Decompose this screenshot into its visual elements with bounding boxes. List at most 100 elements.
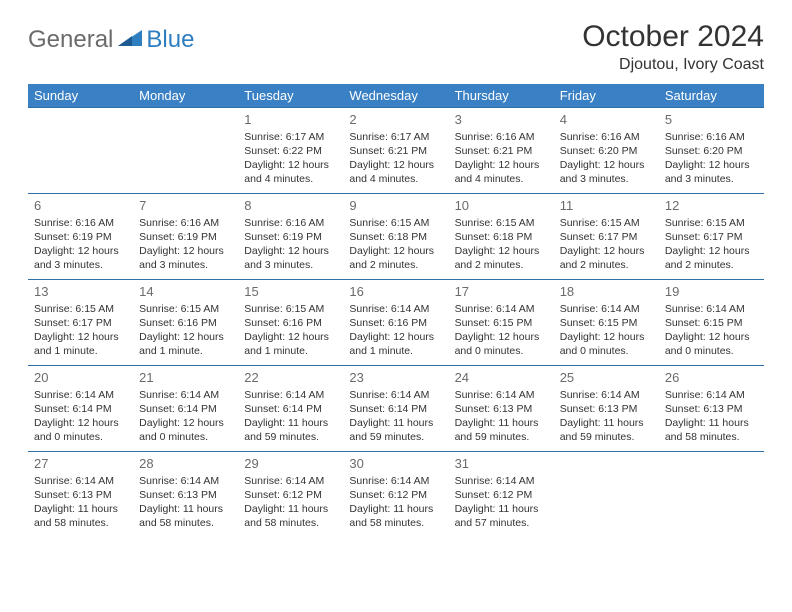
daylight-line: Daylight: 12 hours and 0 minutes. [139,416,232,444]
sunrise-line: Sunrise: 6:14 AM [455,388,548,402]
calendar-day-cell: 8Sunrise: 6:16 AMSunset: 6:19 PMDaylight… [238,194,343,280]
calendar-day-cell: 21Sunrise: 6:14 AMSunset: 6:14 PMDayligh… [133,366,238,452]
sunrise-line: Sunrise: 6:16 AM [455,130,548,144]
daylight-line: Daylight: 11 hours and 57 minutes. [455,502,548,530]
calendar-day-cell: 6Sunrise: 6:16 AMSunset: 6:19 PMDaylight… [28,194,133,280]
daylight-line: Daylight: 11 hours and 58 minutes. [665,416,758,444]
day-number: 10 [455,197,548,215]
title-block: October 2024 Djoutou, Ivory Coast [582,20,764,74]
sunset-line: Sunset: 6:18 PM [349,230,442,244]
weekday-header: Monday [133,84,238,108]
logo-text-blue: Blue [146,26,194,54]
daylight-line: Daylight: 11 hours and 58 minutes. [34,502,127,530]
daylight-line: Daylight: 12 hours and 2 minutes. [560,244,653,272]
sunrise-line: Sunrise: 6:14 AM [34,388,127,402]
sunrise-line: Sunrise: 6:14 AM [349,388,442,402]
sunrise-line: Sunrise: 6:14 AM [560,302,653,316]
day-number: 15 [244,283,337,301]
sunset-line: Sunset: 6:17 PM [34,316,127,330]
sunrise-line: Sunrise: 6:14 AM [560,388,653,402]
day-number: 20 [34,369,127,387]
sunset-line: Sunset: 6:18 PM [455,230,548,244]
daylight-line: Daylight: 11 hours and 59 minutes. [455,416,548,444]
sunset-line: Sunset: 6:16 PM [139,316,232,330]
sunrise-line: Sunrise: 6:14 AM [349,302,442,316]
calendar-day-cell: 13Sunrise: 6:15 AMSunset: 6:17 PMDayligh… [28,280,133,366]
daylight-line: Daylight: 11 hours and 59 minutes. [560,416,653,444]
calendar-empty-cell [659,452,764,538]
sunrise-line: Sunrise: 6:15 AM [139,302,232,316]
daylight-line: Daylight: 12 hours and 1 minute. [244,330,337,358]
day-number: 9 [349,197,442,215]
day-number: 25 [560,369,653,387]
daylight-line: Daylight: 12 hours and 4 minutes. [244,158,337,186]
day-number: 30 [349,455,442,473]
calendar-table: SundayMondayTuesdayWednesdayThursdayFrid… [28,84,764,538]
daylight-line: Daylight: 12 hours and 4 minutes. [455,158,548,186]
sunrise-line: Sunrise: 6:17 AM [244,130,337,144]
calendar-week-row: 13Sunrise: 6:15 AMSunset: 6:17 PMDayligh… [28,280,764,366]
sunrise-line: Sunrise: 6:14 AM [665,302,758,316]
sunset-line: Sunset: 6:19 PM [34,230,127,244]
sunrise-line: Sunrise: 6:14 AM [665,388,758,402]
sunrise-line: Sunrise: 6:15 AM [34,302,127,316]
sunrise-line: Sunrise: 6:16 AM [34,216,127,230]
day-number: 23 [349,369,442,387]
sunset-line: Sunset: 6:13 PM [560,402,653,416]
calendar-day-cell: 10Sunrise: 6:15 AMSunset: 6:18 PMDayligh… [449,194,554,280]
calendar-day-cell: 20Sunrise: 6:14 AMSunset: 6:14 PMDayligh… [28,366,133,452]
calendar-day-cell: 7Sunrise: 6:16 AMSunset: 6:19 PMDaylight… [133,194,238,280]
day-number: 12 [665,197,758,215]
calendar-day-cell: 14Sunrise: 6:15 AMSunset: 6:16 PMDayligh… [133,280,238,366]
weekday-header-row: SundayMondayTuesdayWednesdayThursdayFrid… [28,84,764,108]
sunrise-line: Sunrise: 6:16 AM [244,216,337,230]
day-number: 26 [665,369,758,387]
calendar-day-cell: 19Sunrise: 6:14 AMSunset: 6:15 PMDayligh… [659,280,764,366]
calendar-day-cell: 2Sunrise: 6:17 AMSunset: 6:21 PMDaylight… [343,108,448,194]
day-number: 4 [560,111,653,129]
weekday-header: Saturday [659,84,764,108]
calendar-day-cell: 28Sunrise: 6:14 AMSunset: 6:13 PMDayligh… [133,452,238,538]
daylight-line: Daylight: 12 hours and 2 minutes. [665,244,758,272]
sunset-line: Sunset: 6:14 PM [349,402,442,416]
weekday-header: Thursday [449,84,554,108]
daylight-line: Daylight: 12 hours and 2 minutes. [349,244,442,272]
weekday-header: Sunday [28,84,133,108]
sunset-line: Sunset: 6:12 PM [349,488,442,502]
sunset-line: Sunset: 6:12 PM [455,488,548,502]
sunrise-line: Sunrise: 6:14 AM [139,474,232,488]
sunrise-line: Sunrise: 6:15 AM [665,216,758,230]
location: Djoutou, Ivory Coast [582,56,764,74]
calendar-day-cell: 26Sunrise: 6:14 AMSunset: 6:13 PMDayligh… [659,366,764,452]
sunrise-line: Sunrise: 6:16 AM [560,130,653,144]
day-number: 1 [244,111,337,129]
weekday-header: Tuesday [238,84,343,108]
month-title: October 2024 [582,20,764,54]
sunset-line: Sunset: 6:13 PM [455,402,548,416]
sunset-line: Sunset: 6:13 PM [665,402,758,416]
weekday-header: Friday [554,84,659,108]
day-number: 5 [665,111,758,129]
day-number: 17 [455,283,548,301]
sunset-line: Sunset: 6:16 PM [244,316,337,330]
sunrise-line: Sunrise: 6:14 AM [34,474,127,488]
calendar-day-cell: 12Sunrise: 6:15 AMSunset: 6:17 PMDayligh… [659,194,764,280]
calendar-empty-cell [28,108,133,194]
sunrise-line: Sunrise: 6:14 AM [349,474,442,488]
calendar-week-row: 27Sunrise: 6:14 AMSunset: 6:13 PMDayligh… [28,452,764,538]
calendar-empty-cell [133,108,238,194]
daylight-line: Daylight: 12 hours and 0 minutes. [455,330,548,358]
calendar-day-cell: 25Sunrise: 6:14 AMSunset: 6:13 PMDayligh… [554,366,659,452]
day-number: 29 [244,455,337,473]
day-number: 3 [455,111,548,129]
sunset-line: Sunset: 6:14 PM [244,402,337,416]
calendar-day-cell: 4Sunrise: 6:16 AMSunset: 6:20 PMDaylight… [554,108,659,194]
logo-text-general: General [28,26,113,54]
calendar-day-cell: 29Sunrise: 6:14 AMSunset: 6:12 PMDayligh… [238,452,343,538]
calendar-day-cell: 11Sunrise: 6:15 AMSunset: 6:17 PMDayligh… [554,194,659,280]
calendar-day-cell: 9Sunrise: 6:15 AMSunset: 6:18 PMDaylight… [343,194,448,280]
sunrise-line: Sunrise: 6:15 AM [349,216,442,230]
daylight-line: Daylight: 11 hours and 59 minutes. [244,416,337,444]
daylight-line: Daylight: 12 hours and 4 minutes. [349,158,442,186]
daylight-line: Daylight: 12 hours and 3 minutes. [244,244,337,272]
